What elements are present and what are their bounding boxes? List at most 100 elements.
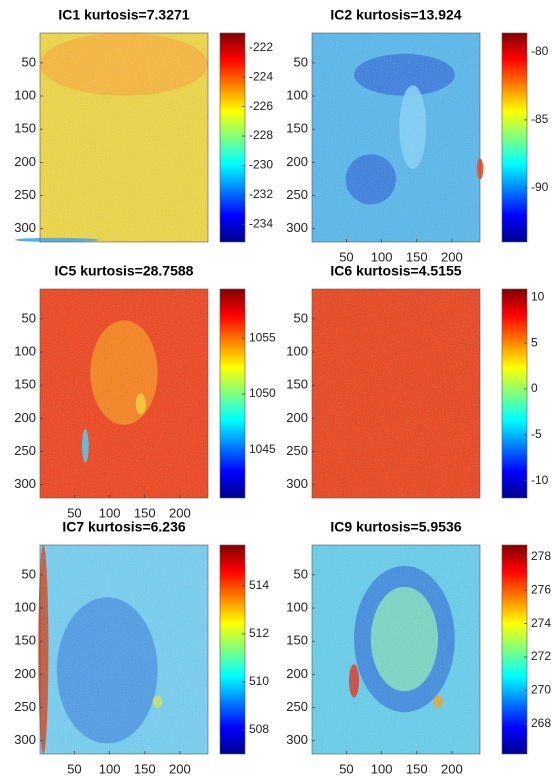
panel-title: IC6 kurtosis=4.5155 <box>330 263 461 279</box>
y-tick-label: 50 <box>22 566 36 581</box>
x-tick-label: 150 <box>406 761 428 776</box>
y-tick-label: 150 <box>14 121 36 136</box>
colorbar-tick-label: 276 <box>531 582 551 596</box>
y-tick-label: 200 <box>286 410 308 425</box>
y-tick-label: 100 <box>286 599 308 614</box>
colorbar-tick-label: 510 <box>249 674 269 688</box>
y-tick-label: 250 <box>286 187 308 202</box>
y-tick-label: 100 <box>286 87 308 102</box>
panel: IC2 kurtosis=13.924 50 100 150 200 250 300 50 10… <box>286 7 548 265</box>
image-frame <box>39 288 209 499</box>
y-tick-label: 150 <box>14 377 36 392</box>
y-tick-label: 250 <box>14 443 36 458</box>
colorbar-tick-label: -5 <box>531 427 542 441</box>
y-tick-label: 300 <box>14 220 36 235</box>
colorbar-tick-label: -222 <box>249 40 273 54</box>
y-tick-label: 50 <box>22 310 36 325</box>
colorbar-tick-label: 0 <box>531 381 538 395</box>
panel: IC1 kurtosis=7.3271 50 100 150 200 250 300 -222… <box>14 7 273 243</box>
panel-title: IC2 kurtosis=13.924 <box>330 7 461 23</box>
colorbar-tick-label: 272 <box>531 649 551 663</box>
image-texture <box>40 289 208 498</box>
image-texture <box>40 545 208 754</box>
x-tick-label: 200 <box>441 249 463 264</box>
panel-title: IC7 kurtosis=6.236 <box>62 519 186 535</box>
y-tick-label: 150 <box>286 121 308 136</box>
colorbar <box>219 32 246 243</box>
colorbar-tick-label: -10 <box>531 473 549 487</box>
colorbar-tick-label: -90 <box>531 180 549 194</box>
image-frame <box>311 544 481 755</box>
y-tick-label: 200 <box>286 154 308 169</box>
y-tick-label: 50 <box>294 566 308 581</box>
colorbar-tick-label: -85 <box>531 112 549 126</box>
colorbar-tick-label: 514 <box>249 578 269 592</box>
x-tick-label: 150 <box>134 505 156 520</box>
colorbar-tick-label: -232 <box>249 187 273 201</box>
colorbar-tick-label: 5 <box>531 335 538 349</box>
colorbar-tick-label: -80 <box>531 44 549 58</box>
panel-title: IC9 kurtosis=5.9536 <box>330 519 461 535</box>
colorbar-tick-label: -234 <box>249 217 273 231</box>
y-tick-label: 150 <box>286 633 308 648</box>
y-tick-label: 200 <box>14 666 36 681</box>
y-tick-label: 100 <box>14 343 36 358</box>
colorbar-tick-label: -224 <box>249 69 273 83</box>
image-frame <box>39 544 209 755</box>
image-texture <box>312 289 480 498</box>
colorbar-tick-label: 268 <box>531 716 551 730</box>
panel: IC6 kurtosis=4.5155501001502002503001050… <box>286 263 549 499</box>
x-tick-label: 200 <box>169 505 191 520</box>
x-tick-label: 100 <box>371 249 393 264</box>
y-tick-label: 200 <box>286 666 308 681</box>
y-tick-label: 100 <box>286 343 308 358</box>
y-tick-label: 150 <box>14 633 36 648</box>
panel-title: IC1 kurtosis=7.3271 <box>58 7 189 23</box>
image-texture <box>40 33 208 242</box>
colorbar-tick-label: 270 <box>531 683 551 697</box>
x-tick-label: 50 <box>339 761 353 776</box>
image-frame <box>311 32 481 243</box>
y-tick-label: 250 <box>286 699 308 714</box>
x-tick-label: 50 <box>67 505 81 520</box>
colorbar-tick-label: -230 <box>249 158 273 172</box>
colorbar-tick-label: 1050 <box>249 386 276 400</box>
panel-title: IC5 kurtosis=28.7588 <box>55 263 194 279</box>
x-tick-label: 100 <box>99 761 121 776</box>
x-tick-label: 200 <box>169 761 191 776</box>
y-tick-label: 150 <box>286 377 308 392</box>
x-tick-label: 100 <box>371 761 393 776</box>
x-tick-label: 50 <box>67 761 81 776</box>
y-tick-label: 200 <box>14 410 36 425</box>
colorbar <box>501 288 528 499</box>
y-tick-label: 250 <box>286 443 308 458</box>
colorbar <box>501 32 528 243</box>
colorbar-tick-label: 512 <box>249 626 269 640</box>
y-tick-label: 300 <box>286 220 308 235</box>
image-frame <box>311 288 481 499</box>
y-tick-label: 250 <box>14 699 36 714</box>
y-tick-label: 50 <box>294 310 308 325</box>
colorbar <box>219 288 246 499</box>
colorbar-tick-label: 278 <box>531 549 551 563</box>
colorbar <box>501 544 528 755</box>
x-tick-label: 150 <box>134 761 156 776</box>
y-tick-label: 300 <box>286 476 308 491</box>
y-tick-label: 100 <box>14 87 36 102</box>
y-tick-label: 200 <box>14 154 36 169</box>
x-tick-label: 50 <box>339 249 353 264</box>
panel: IC5 kurtosis=28.7588 50 100 150 200 250 300 50 1… <box>14 263 276 521</box>
y-tick-label: 300 <box>14 476 36 491</box>
panel: IC7 kurtosis=6.236 50 100 150 200 250 300 50 100… <box>14 519 269 777</box>
x-tick-label: 200 <box>441 761 463 776</box>
colorbar-tick-label: 508 <box>249 722 269 736</box>
panel: IC9 kurtosis=5.9536 50 100 150 200 250 300 50 10… <box>286 519 551 777</box>
image-texture <box>312 33 480 242</box>
x-tick-label: 100 <box>99 505 121 520</box>
image-texture <box>312 545 480 754</box>
x-tick-label: 150 <box>406 249 428 264</box>
y-tick-label: 100 <box>14 599 36 614</box>
y-tick-label: 50 <box>22 54 36 69</box>
y-tick-label: 250 <box>14 187 36 202</box>
